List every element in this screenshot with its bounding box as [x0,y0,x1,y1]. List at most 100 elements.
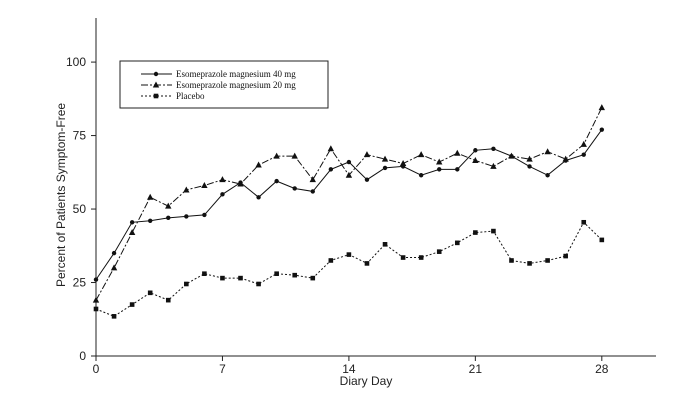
legend-marker-esomeprazole-40mg [153,71,159,77]
y-tick-label: 100 [66,55,86,69]
data-point-esomeprazole-40mg [292,186,297,191]
data-point-esomeprazole-40mg [274,178,279,184]
data-point-esomeprazole-20mg [255,161,262,168]
series-line-esomeprazole-20mg [95,107,603,301]
data-point-esomeprazole-20mg [526,155,533,162]
data-point-placebo [111,314,117,319]
data-point-placebo [527,261,532,266]
series-layer [92,104,606,319]
data-point-esomeprazole-20mg [219,176,226,183]
x-tick-label: 14 [342,362,356,376]
data-point-esomeprazole-20mg [472,157,479,164]
data-point-placebo [238,275,243,281]
y-tick-label: 50 [73,202,87,216]
data-point-esomeprazole-40mg [129,220,135,225]
data-point-esomeprazole-20mg [598,104,606,111]
data-point-esomeprazole-40mg [202,212,207,218]
data-point-esomeprazole-20mg [291,152,298,159]
data-point-esomeprazole-20mg [562,155,569,162]
legend: Esomeprazole magnesium 40 mgEsomeprazole… [119,60,329,109]
data-point-esomeprazole-20mg [381,155,389,162]
data-point-esomeprazole-40mg [184,214,189,219]
data-point-esomeprazole-40mg [418,173,424,178]
data-point-esomeprazole-20mg [345,171,353,178]
data-point-esomeprazole-20mg [183,186,190,193]
data-point-placebo [364,261,370,266]
data-point-esomeprazole-40mg [328,167,334,172]
data-point-esomeprazole-40mg [599,127,605,132]
data-point-esomeprazole-20mg [363,151,371,158]
data-point-placebo [454,240,460,246]
data-point-placebo [256,281,261,287]
data-point-esomeprazole-40mg [256,195,261,200]
data-point-placebo [581,219,587,225]
series-esomeprazole-20mg [92,104,606,303]
data-point-placebo [346,252,352,257]
data-point-esomeprazole-20mg [273,152,280,159]
data-point-esomeprazole-20mg [399,159,407,166]
data-point-placebo [93,306,99,312]
data-point-placebo [563,253,568,259]
x-tick-label: 0 [93,362,100,376]
legend-marker-esomeprazole-20mg [152,81,160,88]
data-point-esomeprazole-40mg [437,167,442,172]
data-point-placebo [473,230,478,235]
data-point-placebo [184,281,189,287]
data-point-placebo [274,271,279,277]
series-line-placebo [95,221,603,317]
data-point-placebo [328,258,334,263]
data-point-esomeprazole-40mg [166,215,171,221]
y-tick-label: 75 [73,129,87,143]
data-point-placebo [202,271,207,277]
legend-items: Esomeprazole magnesium 40 mgEsomeprazole… [141,69,296,101]
data-point-esomeprazole-40mg [545,173,550,178]
legend-label-esomeprazole-20mg: Esomeprazole magnesium 20 mg [176,80,296,90]
y-axis-label: Percent of Patients Symptom-Free [54,103,68,287]
data-point-placebo [599,237,605,243]
data-point-esomeprazole-40mg [581,152,586,157]
data-point-placebo [545,258,550,263]
data-point-esomeprazole-20mg [146,193,154,200]
data-point-esomeprazole-20mg [327,145,335,152]
data-point-esomeprazole-20mg [508,152,515,159]
x-tick-label: 28 [595,362,609,376]
data-point-placebo [509,258,514,263]
data-point-placebo [491,228,496,234]
data-point-placebo [310,275,316,281]
series-line-esomeprazole-40mg [95,129,603,280]
legend-label-placebo: Placebo [176,91,205,101]
axis-ticks: 0 25 50 75 100 0 7 14 21 28 [66,55,609,376]
data-point-esomeprazole-20mg [436,158,443,165]
data-point-esomeprazole-20mg [490,162,497,169]
x-tick-label: 7 [219,362,226,376]
data-point-esomeprazole-40mg [147,218,153,223]
data-point-esomeprazole-20mg [201,182,208,189]
series-esomeprazole-40mg [93,127,605,282]
data-point-esomeprazole-20mg [544,148,551,155]
data-point-esomeprazole-40mg [220,192,225,197]
data-point-placebo [129,302,135,307]
data-point-esomeprazole-20mg [92,296,100,303]
data-point-placebo [436,249,442,254]
data-point-esomeprazole-40mg [111,250,117,256]
data-point-esomeprazole-40mg [491,146,496,151]
data-point-esomeprazole-40mg [310,189,315,194]
data-point-esomeprazole-20mg [417,151,425,158]
y-tick-label: 25 [73,276,87,290]
data-point-esomeprazole-40mg [346,159,352,165]
data-point-esomeprazole-20mg [454,149,461,156]
data-point-esomeprazole-40mg [93,277,99,282]
x-tick-label: 21 [469,362,483,376]
data-point-esomeprazole-40mg [382,165,388,171]
data-point-placebo [382,242,388,247]
x-axis-label: Diary Day [340,374,393,388]
data-point-esomeprazole-20mg [165,202,172,209]
data-point-esomeprazole-40mg [455,167,460,172]
data-point-esomeprazole-40mg [527,164,532,169]
data-point-esomeprazole-20mg [237,180,244,187]
data-point-esomeprazole-20mg [580,140,587,147]
data-point-placebo [418,255,424,260]
data-point-placebo [400,255,406,260]
data-point-esomeprazole-20mg [128,229,136,236]
